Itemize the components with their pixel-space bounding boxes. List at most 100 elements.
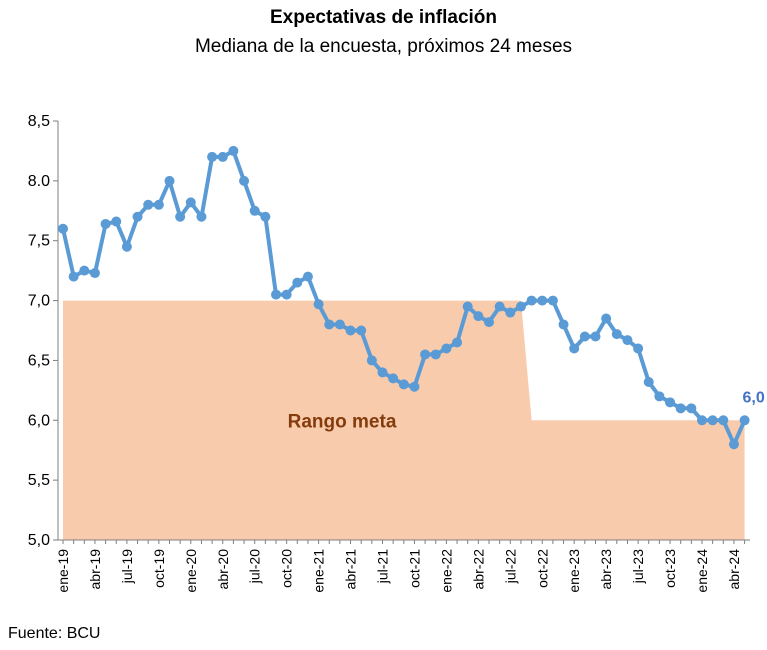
data-point bbox=[334, 319, 345, 330]
data-point bbox=[675, 403, 686, 414]
x-tick-label: oct-19 bbox=[151, 549, 167, 588]
y-tick-label: 5,0 bbox=[28, 532, 50, 549]
data-point bbox=[707, 415, 718, 426]
x-tick-label: ene-24 bbox=[694, 549, 710, 593]
x-tick-label: abr-23 bbox=[598, 549, 614, 590]
x-tick-label: ene-20 bbox=[183, 549, 199, 593]
data-point bbox=[121, 241, 132, 252]
y-tick-label: 8.0 bbox=[28, 173, 50, 190]
data-point bbox=[601, 313, 612, 324]
data-point bbox=[377, 367, 388, 378]
x-tick-label: ene-22 bbox=[438, 549, 454, 593]
data-point bbox=[100, 218, 111, 229]
data-point bbox=[249, 205, 260, 216]
data-point bbox=[324, 319, 335, 330]
data-point bbox=[452, 337, 463, 348]
y-tick-label: 6,5 bbox=[28, 352, 50, 369]
data-point bbox=[228, 145, 239, 156]
x-tick-label: abr-22 bbox=[470, 549, 486, 590]
data-point bbox=[686, 403, 697, 414]
data-point bbox=[430, 349, 441, 360]
x-tick-label: oct-23 bbox=[662, 549, 678, 588]
chart-title: Expectativas de inflación bbox=[269, 7, 498, 28]
x-tick-label: jul-21 bbox=[375, 549, 391, 584]
y-tick-label: 7,5 bbox=[28, 233, 50, 250]
x-tick-label: abr-21 bbox=[343, 549, 359, 590]
data-point bbox=[132, 211, 143, 222]
data-point bbox=[494, 301, 505, 312]
data-point bbox=[398, 379, 409, 390]
x-tick-label: oct-21 bbox=[406, 549, 422, 588]
data-point bbox=[665, 397, 676, 408]
target-range-band bbox=[63, 300, 745, 540]
data-point bbox=[590, 331, 601, 342]
x-tick-label: jul-22 bbox=[502, 549, 518, 584]
data-point bbox=[473, 311, 484, 322]
x-tick-label: ene-23 bbox=[566, 549, 582, 593]
y-tick-label: 6,0 bbox=[28, 412, 50, 429]
x-tick-label: abr-19 bbox=[87, 549, 103, 590]
data-point bbox=[654, 391, 665, 402]
data-point bbox=[313, 299, 324, 310]
line-chart: 5,0 5,5 6,0 6,5 7,0 7,5 8.0 8,5 ene-19 abr-19 jul-… bbox=[28, 113, 765, 593]
data-point bbox=[526, 295, 537, 306]
data-point bbox=[260, 211, 271, 222]
data-point bbox=[633, 343, 644, 354]
x-tick-label: oct-20 bbox=[279, 549, 295, 588]
data-point bbox=[292, 277, 303, 288]
data-point bbox=[441, 343, 452, 354]
x-tick-label: ene-19 bbox=[55, 549, 71, 593]
data-point bbox=[643, 376, 654, 387]
x-tick-label: abr-24 bbox=[726, 549, 742, 590]
data-point bbox=[409, 381, 420, 392]
last-value-label: 6,0 bbox=[742, 389, 764, 406]
x-tick-label: oct-22 bbox=[534, 549, 550, 588]
data-point bbox=[505, 307, 516, 318]
x-tick-label: jul-19 bbox=[119, 549, 135, 584]
x-tick-label: abr-20 bbox=[215, 549, 231, 590]
data-point bbox=[281, 289, 292, 300]
data-point bbox=[143, 199, 154, 210]
data-point bbox=[579, 331, 590, 342]
data-point bbox=[68, 271, 79, 282]
x-tick-label: jul-20 bbox=[247, 549, 263, 584]
y-tick-label: 7,0 bbox=[28, 293, 50, 310]
data-point bbox=[79, 265, 90, 276]
data-point bbox=[462, 301, 473, 312]
y-tick-label: 8,5 bbox=[28, 113, 50, 130]
x-tick-label: ene-21 bbox=[311, 549, 327, 593]
data-point bbox=[302, 271, 313, 282]
data-point bbox=[622, 335, 633, 346]
data-point bbox=[420, 349, 431, 360]
data-point bbox=[569, 343, 580, 354]
data-point bbox=[185, 197, 196, 208]
data-point bbox=[697, 415, 707, 426]
data-point bbox=[388, 373, 399, 384]
data-point bbox=[175, 211, 186, 222]
data-point bbox=[164, 175, 175, 186]
data-point bbox=[515, 301, 526, 312]
data-point bbox=[537, 295, 548, 306]
data-point bbox=[739, 415, 750, 426]
data-point bbox=[207, 151, 218, 162]
data-point bbox=[239, 175, 250, 186]
data-point bbox=[271, 289, 281, 300]
y-tick-label: 5,5 bbox=[28, 472, 50, 489]
data-point bbox=[89, 268, 100, 279]
data-point bbox=[153, 199, 164, 210]
data-point bbox=[728, 439, 739, 450]
data-point bbox=[366, 355, 377, 366]
chart-source: Fuente: BCU bbox=[8, 625, 101, 642]
data-point bbox=[58, 223, 68, 234]
data-point bbox=[718, 415, 729, 426]
data-point bbox=[345, 325, 356, 336]
chart-subtitle: Mediana de la encuesta, próximos 24 mese… bbox=[194, 36, 573, 57]
data-point bbox=[111, 216, 122, 227]
target-range-label: Rango meta bbox=[288, 411, 397, 432]
data-point bbox=[484, 317, 494, 328]
data-point bbox=[196, 211, 207, 222]
data-point bbox=[611, 329, 622, 340]
data-point bbox=[356, 325, 367, 336]
data-point bbox=[217, 151, 228, 162]
data-point bbox=[547, 295, 558, 306]
